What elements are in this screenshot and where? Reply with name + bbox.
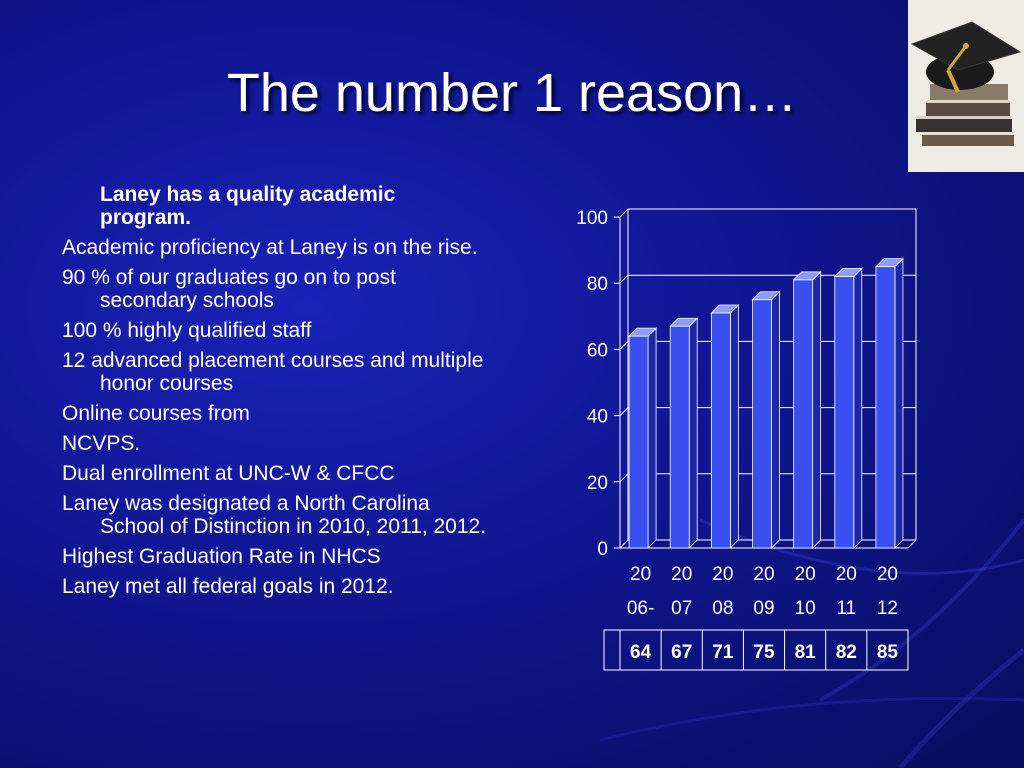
x-tick-label: 08 <box>712 598 733 619</box>
list-item: Laney met all federal goals in 2012. <box>62 575 394 598</box>
y-tick-label: 0 <box>597 539 608 560</box>
y-tick-label: 100 <box>576 208 608 229</box>
gridline-diagonal <box>619 208 629 218</box>
graduation-cap-icon <box>908 0 1024 172</box>
list-item: Dual enrollment at UNC-W & CFCC <box>62 462 395 485</box>
list-item: 12 advanced placement courses and multip… <box>62 349 484 395</box>
data-table-value: 82 <box>836 642 857 663</box>
data-table-value: 85 <box>877 642 899 663</box>
bar <box>834 276 855 549</box>
gridline-diagonal <box>619 274 629 284</box>
bar <box>875 266 896 549</box>
y-tick-label: 40 <box>587 407 608 428</box>
bar-side <box>853 267 863 549</box>
data-table-value: 75 <box>753 642 775 663</box>
x-tick-label: 12 <box>877 598 898 619</box>
data-table-value: 71 <box>712 642 734 663</box>
bar-side <box>894 257 904 549</box>
x-tick-label: 20 <box>671 564 692 585</box>
content-list: Laney has a quality academic program. Ac… <box>62 183 492 605</box>
bar-side <box>688 317 698 549</box>
list-item: Online courses from <box>62 402 250 425</box>
data-table-value: 64 <box>630 642 652 663</box>
x-tick-label: 06- <box>627 598 654 619</box>
list-item: Academic proficiency at Laney is on the … <box>62 236 478 259</box>
x-tick-label: 20 <box>795 564 816 585</box>
x-tick-label: 20 <box>712 564 733 585</box>
list-item: Laney was designated a North Carolina Sc… <box>62 492 487 538</box>
x-tick-label: 20 <box>753 564 774 585</box>
bar <box>793 279 814 549</box>
bar <box>710 312 731 549</box>
x-tick-label: 20 <box>877 564 898 585</box>
gridline-diagonal <box>619 341 629 350</box>
floor-edge-line <box>907 539 917 549</box>
x-tick-label: 07 <box>671 598 692 619</box>
x-tick-label: 20 <box>836 564 857 585</box>
gridline-diagonal <box>619 407 629 416</box>
bar <box>669 325 690 549</box>
x-tick-label: 10 <box>795 598 816 619</box>
content-heading: Laney has a quality academic program. <box>100 183 396 229</box>
list-item: NCVPS. <box>62 432 141 455</box>
gridline-diagonal <box>619 539 629 549</box>
bar-side <box>771 290 780 549</box>
x-tick-label: 09 <box>753 598 774 619</box>
list-item: 90 % of our graduates go on to post seco… <box>62 266 396 312</box>
bar <box>752 299 772 549</box>
x-tick-label: 20 <box>630 564 651 585</box>
bar-side <box>812 270 822 549</box>
list-item: 100 % highly qualified staff <box>62 319 312 342</box>
y-tick-label: 20 <box>587 473 608 494</box>
list-item: Highest Graduation Rate in NHCS <box>62 545 381 568</box>
data-table <box>603 629 909 671</box>
gridline-diagonal <box>619 473 629 483</box>
y-tick-label: 80 <box>587 274 608 295</box>
y-tick-label: 60 <box>587 340 608 361</box>
graduation-rate-bar-chart: 100 80 60 40 20 0 20 06- 20 07 20 08 20 09 20 10 20 11 20 1… <box>576 208 917 671</box>
data-table-value: 81 <box>795 642 817 663</box>
x-tick-label: 11 <box>836 598 856 619</box>
data-table-value: 67 <box>671 642 692 663</box>
graduation-cap-books-image <box>908 0 1024 172</box>
bar <box>628 335 649 549</box>
bar-side <box>729 304 739 549</box>
bar-side <box>647 327 657 549</box>
slide-title: The number 1 reason… <box>226 63 798 123</box>
